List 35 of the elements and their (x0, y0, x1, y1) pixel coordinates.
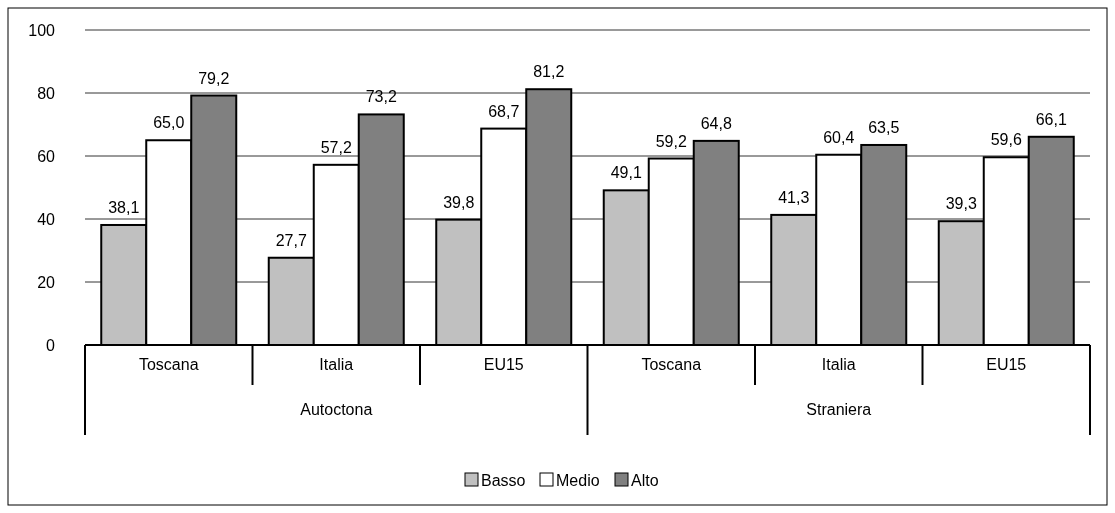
data-label: 60,4 (823, 128, 855, 146)
x-tick-label: EU15 (986, 356, 1027, 373)
data-label: 64,8 (700, 114, 732, 132)
y-tick-label: 60 (37, 147, 56, 165)
data-label: 66,1 (1035, 110, 1067, 128)
data-label: 49,1 (610, 164, 642, 182)
x-tick-label: Italia (821, 356, 856, 373)
data-label: 38,1 (108, 198, 140, 216)
data-label: 59,2 (655, 132, 687, 150)
text: Autoctona (300, 401, 373, 418)
y-tick-label: 40 (37, 210, 56, 228)
legend-label: Alto (631, 471, 659, 489)
x-tick-label: Italia (319, 356, 354, 373)
data-label: 39,8 (443, 193, 475, 211)
y-tick-label: 0 (46, 336, 56, 354)
y-tick-label: 80 (37, 84, 56, 102)
data-label: 59,6 (990, 131, 1022, 149)
x-tick-label: EU15 (483, 356, 524, 373)
y-tick-label: 20 (37, 273, 56, 291)
data-label: 39,3 (945, 195, 977, 213)
data-label: 73,2 (365, 88, 397, 106)
x-tick-label: Toscana (138, 356, 199, 373)
data-label: 63,5 (868, 118, 900, 136)
data-label: 27,7 (275, 231, 307, 249)
data-label: 57,2 (320, 138, 352, 156)
legend-label: Medio (556, 471, 600, 489)
data-label: 79,2 (198, 69, 230, 87)
data-label: 68,7 (488, 102, 520, 120)
data-label: 41,3 (778, 188, 810, 206)
data-label: 65,0 (153, 114, 185, 132)
data-label: 81,2 (533, 63, 565, 81)
y-tick-label: 100 (28, 21, 56, 39)
text: Straniera (806, 401, 872, 418)
x-tick-label: Toscana (641, 356, 702, 373)
legend-label: Basso (481, 471, 526, 489)
